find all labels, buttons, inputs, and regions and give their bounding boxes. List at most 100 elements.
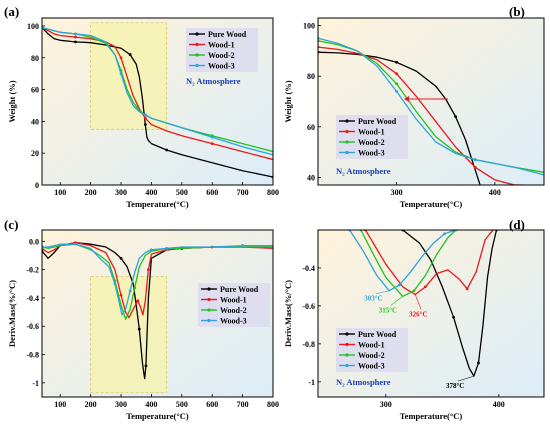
- series-point: [443, 232, 446, 236]
- legend-marker: [345, 332, 349, 336]
- legend-entry: Wood-2: [358, 351, 385, 360]
- chart-panel-1: 300 400 40 60 80 100 Temperature(°C) Weight (%)…: [283, 4, 545, 209]
- series-line-wood-3: [42, 243, 273, 316]
- series-line-wood-1: [42, 26, 273, 161]
- y-axis-title: Deriv.Mass(%/°C): [283, 280, 293, 347]
- legend-entry: Wood-3: [358, 362, 385, 371]
- series-group: [318, 36, 544, 185]
- series-group: [348, 230, 498, 377]
- y-axis-title: Weight (%): [7, 80, 17, 122]
- peak-label: 326°C: [409, 311, 427, 319]
- legend-entry: Wood-3: [358, 149, 385, 158]
- legend-entry: Wood-2: [208, 51, 235, 60]
- atmosphere-annotation: N₂ Atmosphere: [336, 166, 391, 176]
- series-point: [423, 285, 427, 289]
- x-tick-label: 400: [145, 400, 157, 409]
- legend-marker: [207, 287, 211, 291]
- y-tick-label: -1: [308, 378, 315, 387]
- peak-leader: [457, 375, 475, 382]
- series-point: [395, 89, 399, 93]
- legend-entry: Wood-1: [220, 296, 247, 305]
- y-tick-label: 80: [31, 54, 39, 63]
- series-point: [477, 361, 480, 365]
- series-line-wood-3: [349, 230, 457, 292]
- legend-entry: Pure Wood: [208, 30, 247, 39]
- series-point: [119, 256, 123, 260]
- x-tick-label: 500: [176, 188, 188, 197]
- series-point: [119, 72, 123, 76]
- x-tick-label: 400: [145, 188, 157, 197]
- series-point: [113, 282, 117, 286]
- series-point: [143, 113, 147, 117]
- x-tick-label: 700: [237, 188, 249, 197]
- y-tick-label: -0.8: [26, 351, 39, 360]
- series-point: [136, 299, 140, 303]
- series-point: [452, 315, 455, 319]
- x-axis-title: Temperature(°C): [126, 411, 189, 421]
- series-point: [74, 242, 77, 246]
- series-line-wood-3: [42, 26, 273, 156]
- series-point: [144, 364, 148, 368]
- y-axis-title: Deriv.Mass(%/°C): [7, 280, 17, 347]
- legend-marker: [345, 140, 349, 144]
- x-tick-label: 700: [237, 400, 249, 409]
- series-line-wood-2: [42, 243, 273, 320]
- series-point: [210, 135, 214, 139]
- series-line-pure-wood: [402, 230, 498, 377]
- x-tick-label: 800: [267, 188, 279, 197]
- legend-marker: [345, 119, 349, 123]
- legend-entry: Wood-1: [358, 341, 385, 350]
- series-point: [143, 116, 147, 120]
- y-tick-label: 0.0: [29, 237, 39, 246]
- peak-leader: [376, 290, 390, 295]
- y-tick-label: -0.6: [26, 322, 39, 331]
- legend-marker: [345, 363, 349, 368]
- x-tick-label: 100: [54, 400, 66, 409]
- x-tick-label: 500: [176, 400, 188, 409]
- plot-background: [318, 18, 544, 185]
- y-tick-label: -0.4: [26, 294, 39, 303]
- highlight-region: [90, 276, 168, 394]
- series-point: [150, 248, 153, 252]
- x-tick-label: 200: [85, 188, 97, 197]
- series-line-pure-wood: [42, 27, 273, 178]
- x-axis-title: Temperature(°C): [400, 199, 463, 209]
- x-tick-label: 300: [115, 188, 127, 197]
- series-line-wood-1: [318, 46, 525, 185]
- y-tick-label: 40: [307, 173, 315, 182]
- peak-label: 315°C: [379, 306, 397, 314]
- y-axis-title: Weight (%): [283, 80, 293, 122]
- peak-label: 303°C: [364, 295, 382, 303]
- series-line-wood-3: [318, 37, 544, 176]
- series-point: [473, 158, 477, 162]
- series-point: [146, 268, 150, 272]
- y-tick-label: -0.6: [302, 302, 315, 311]
- series-point: [119, 56, 123, 60]
- y-tick-label: 60: [31, 86, 39, 95]
- x-tick-label: 300: [115, 400, 127, 409]
- series-point: [241, 244, 245, 247]
- legend-marker: [345, 129, 349, 134]
- plot-frame: [317, 17, 545, 186]
- legend-marker: [345, 150, 349, 155]
- legend-marker: [207, 297, 211, 302]
- series-point: [74, 40, 77, 44]
- panel-label: (b): [509, 4, 525, 19]
- series-point: [473, 165, 477, 169]
- x-axis-title: Temperature(°C): [400, 411, 463, 421]
- peak-leader: [414, 294, 422, 310]
- series-point: [465, 287, 469, 291]
- series-point: [133, 286, 137, 290]
- x-tick-label: 100: [54, 188, 66, 197]
- peak-leader: [390, 296, 403, 306]
- legend-marker: [195, 32, 199, 36]
- x-tick-label: 800: [267, 400, 279, 409]
- y-tick-label: -0.2: [26, 266, 39, 275]
- series-point: [137, 327, 141, 331]
- chart-panel-0: 100 200 300 400 500 600 700 800 0 20 40 60 80 100 Temp…: [4, 4, 279, 209]
- series-point: [395, 60, 399, 64]
- series-point: [143, 123, 147, 126]
- y-tick-label: 100: [303, 22, 315, 31]
- shift-arrow-head: [404, 95, 409, 102]
- series-point: [165, 148, 169, 152]
